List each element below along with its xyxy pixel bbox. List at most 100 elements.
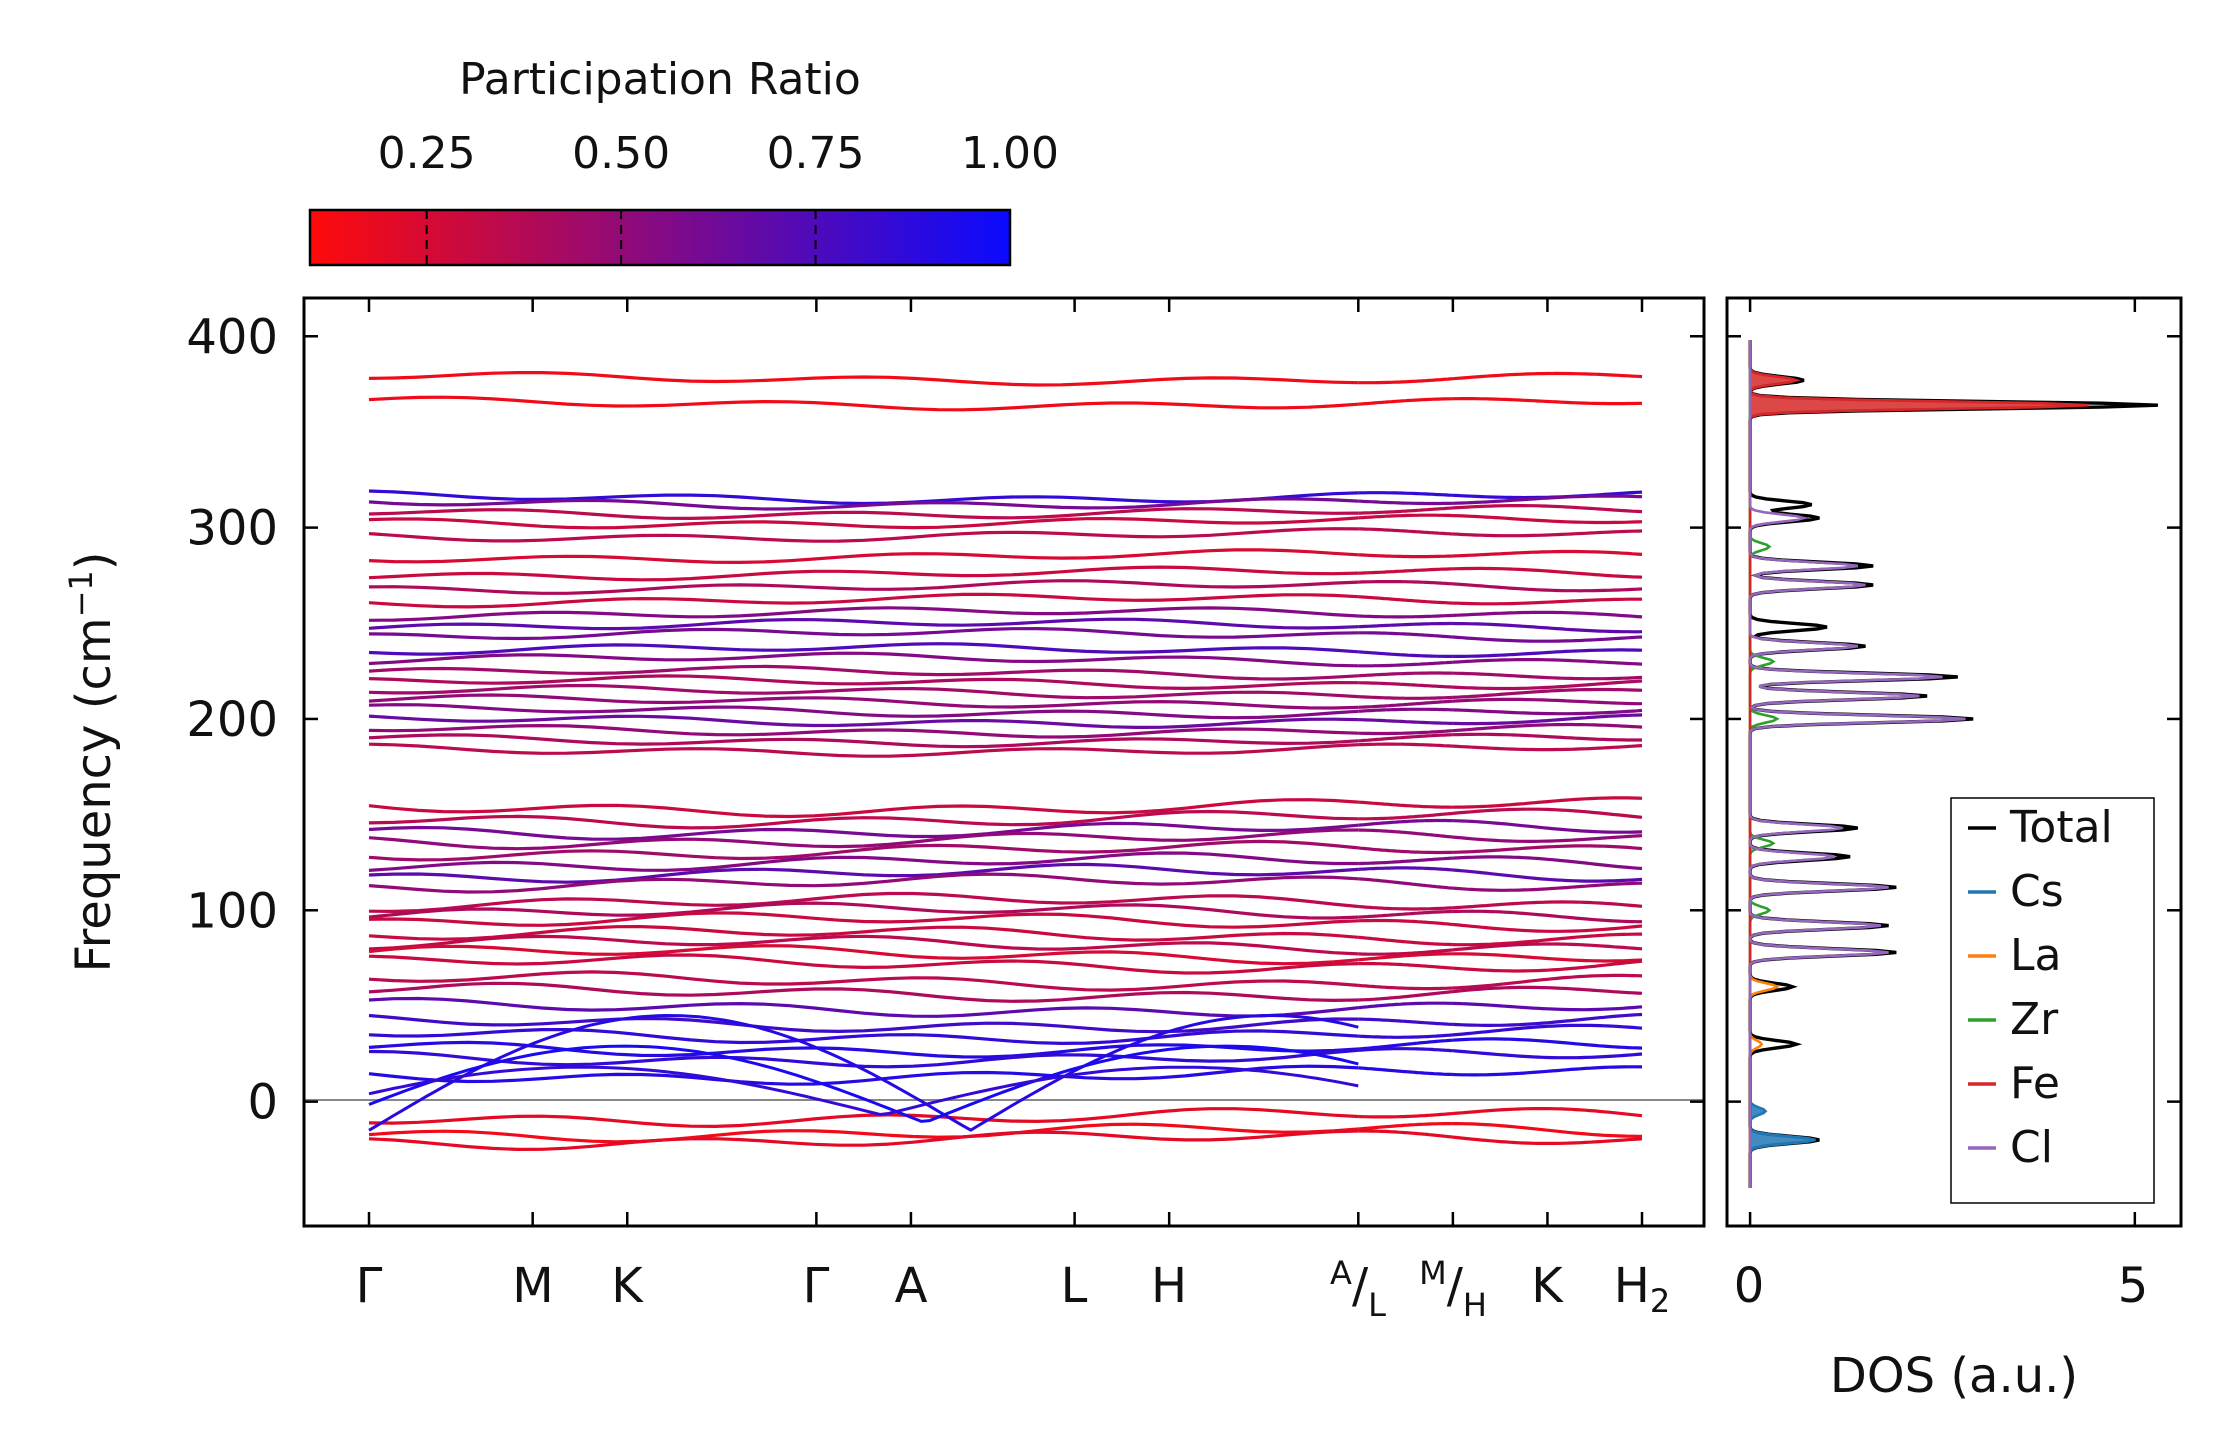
colorbar-tick-label: 0.75	[767, 128, 865, 179]
band-line	[368, 851, 1359, 872]
acoustic-band-line	[368, 1013, 1359, 1132]
band-line	[1452, 1065, 1643, 1077]
band-y-tick-label: 200	[186, 692, 278, 748]
band-line	[368, 592, 1359, 609]
band-line	[368, 617, 1359, 631]
band-line	[1358, 660, 1454, 668]
band-line	[1358, 613, 1453, 619]
band-line	[368, 683, 1359, 700]
band-line	[368, 1013, 1359, 1034]
band-line	[1452, 514, 1643, 525]
band-line	[368, 714, 1359, 730]
kpath-label-k-2: K	[1531, 1258, 1564, 1314]
band-line	[1452, 732, 1642, 742]
band-line	[368, 872, 1359, 894]
band-line	[1452, 744, 1643, 752]
band-line	[368, 565, 1359, 582]
band-line	[1358, 828, 1454, 839]
band-line	[1452, 597, 1642, 606]
band-line	[1358, 1001, 1453, 1010]
band-line	[1452, 1121, 1642, 1138]
band-line	[1358, 1111, 1454, 1119]
band-line	[368, 809, 1359, 830]
band-line	[1452, 909, 1642, 924]
kpath-label-gamma-2: Γ	[803, 1258, 830, 1314]
colorbar-gradient	[308, 208, 1012, 267]
band-line	[368, 1129, 1359, 1152]
band-line	[1452, 973, 1643, 990]
band-structure-panel: 400 300 200 100 0 Frequency (cm−1) Γ M K Γ A…	[62, 296, 1706, 1324]
band-line	[368, 901, 1359, 920]
band-line	[368, 1027, 1359, 1046]
kpath-label-m-h: M/H	[1419, 1254, 1487, 1324]
band-line	[1452, 657, 1643, 666]
band-line	[1358, 595, 1453, 605]
band-line	[1358, 877, 1453, 890]
band-line	[1358, 527, 1453, 536]
band-line	[368, 891, 1359, 914]
band-line	[1452, 1012, 1643, 1028]
band-frame	[302, 296, 1706, 1228]
band-line	[1452, 687, 1643, 699]
dos-curve-cs	[1748, 340, 1816, 1188]
band-line	[368, 664, 1359, 681]
colorbar: Participation Ratio 0.25 0.50 0.75 1.00	[308, 54, 1059, 267]
band-line	[368, 821, 1359, 841]
dos-curve-la	[1748, 340, 1780, 1188]
band-line	[1358, 579, 1454, 586]
band-line	[1358, 377, 1454, 385]
band-line	[1358, 904, 1453, 911]
band-y-tick-label: 0	[247, 1075, 278, 1131]
dos-curve-cl	[1748, 340, 1966, 1188]
band-line	[1452, 834, 1643, 844]
band-line	[368, 507, 1359, 521]
band-line	[1358, 742, 1453, 748]
band-line	[1358, 1129, 1454, 1139]
band-line	[368, 911, 1359, 929]
dos-x-axis-label: DOS (a.u.)	[1830, 1348, 2078, 1404]
band-line	[1358, 631, 1453, 639]
dos-ticks	[1727, 298, 2181, 1226]
band-line	[368, 1040, 1359, 1059]
band-line	[368, 798, 1359, 819]
band-line	[1358, 718, 1453, 726]
band-x-ticks	[367, 298, 1644, 1226]
band-line	[1358, 1033, 1454, 1039]
kpath-label-m: M	[512, 1258, 553, 1314]
legend-label-cs: Cs	[2010, 866, 2064, 917]
band-line	[1358, 671, 1453, 678]
band-line	[1452, 942, 1643, 952]
band-line	[1452, 807, 1643, 819]
band-line	[1358, 935, 1453, 947]
band-line	[1452, 881, 1643, 892]
band-line	[368, 924, 1359, 942]
band-line	[368, 651, 1359, 668]
dos-panel: 0 5 DOS (a.u.) Total Cs La Zr Fe Cl	[1725, 296, 2183, 1404]
band-line	[1452, 713, 1643, 726]
band-line	[368, 579, 1359, 595]
band-line	[1452, 582, 1643, 593]
band-line	[1358, 567, 1453, 575]
band-line	[368, 944, 1359, 966]
colorbar-tick-label: 0.50	[572, 128, 670, 179]
band-line	[1452, 855, 1643, 871]
band-line	[368, 733, 1359, 749]
colorbar-tick-label: 0.25	[378, 128, 476, 179]
band-line	[368, 497, 1359, 511]
band-line	[1452, 932, 1642, 947]
band-line	[1452, 708, 1643, 716]
band-line	[368, 934, 1359, 956]
band-line	[368, 953, 1359, 975]
band-line	[368, 1107, 1359, 1129]
band-y-tick-label: 300	[186, 501, 278, 557]
band-line	[1452, 397, 1643, 406]
band-line	[1452, 504, 1643, 514]
band-line	[1452, 922, 1643, 933]
band-line	[368, 626, 1359, 641]
band-line	[1358, 733, 1453, 743]
band-line	[368, 642, 1359, 656]
band-line	[1452, 722, 1643, 733]
band-y-axis-label: Frequency (cm−1)	[62, 551, 122, 972]
band-line	[1452, 1023, 1643, 1037]
